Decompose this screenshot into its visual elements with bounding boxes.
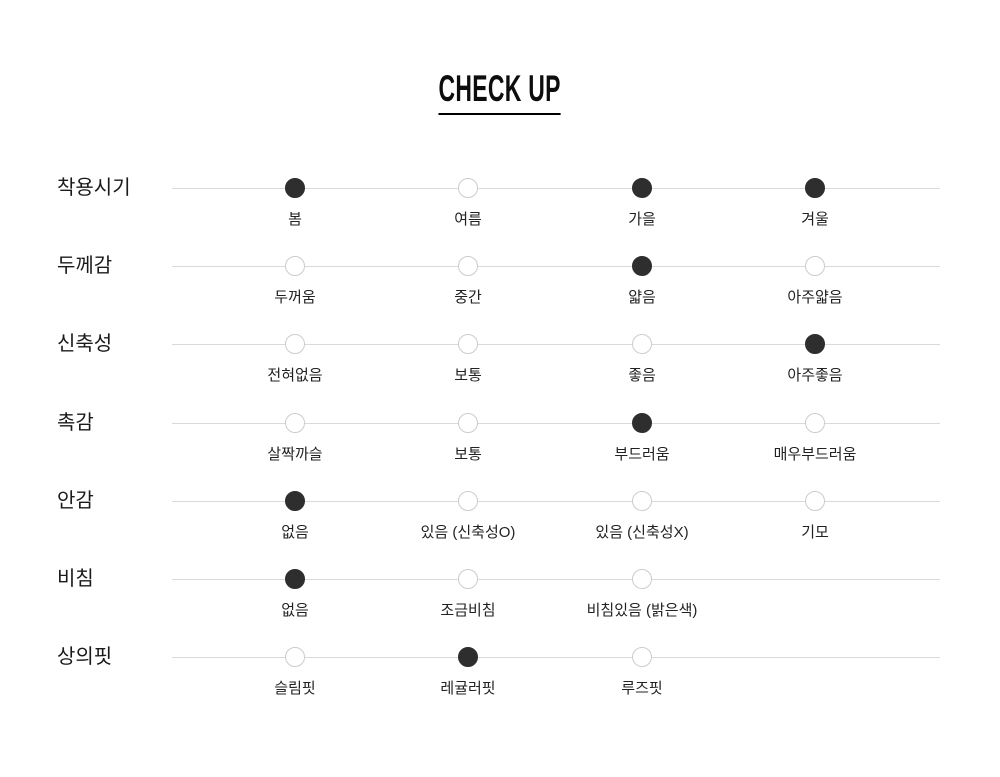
option-dot (805, 491, 825, 511)
option-label: 겨울 (801, 211, 829, 228)
row-sheerness: 비침 없음 조금비침 비침있음 (밝은색) (0, 565, 1000, 637)
option-dot (632, 569, 652, 589)
option-dot (632, 256, 652, 276)
row-line (172, 501, 940, 502)
option-label: 기모 (801, 524, 829, 541)
row-label: 두께감 (57, 255, 113, 277)
option-dot (285, 256, 305, 276)
option-label: 중간 (454, 289, 482, 306)
option-label: 얇음 (628, 289, 656, 306)
option-label: 아주얇음 (787, 289, 843, 306)
option-label: 보통 (454, 367, 482, 384)
option-dot (805, 413, 825, 433)
option-label: 전혀없음 (267, 367, 323, 384)
option-dot (632, 491, 652, 511)
option-dot (805, 178, 825, 198)
option-dot (632, 647, 652, 667)
row-label: 상의핏 (57, 646, 113, 668)
option-dot (458, 178, 478, 198)
option-label: 없음 (281, 602, 309, 619)
row-thickness: 두께감 두꺼움 중간 얇음 아주얇음 (0, 252, 1000, 324)
option-label: 봄 (288, 211, 302, 228)
option-label: 레귤러핏 (440, 680, 496, 697)
option-label: 보통 (454, 446, 482, 463)
row-label: 신축성 (57, 333, 113, 355)
row-label: 비침 (57, 568, 94, 590)
option-label: 슬림핏 (274, 680, 316, 697)
option-label: 아주좋음 (787, 367, 843, 384)
row-line (172, 423, 940, 424)
option-label: 좋음 (628, 367, 656, 384)
option-label: 있음 (신축성O) (420, 524, 516, 541)
option-label: 매우부드러움 (773, 446, 857, 463)
row-lining: 안감 없음 있음 (신축성O) 있음 (신축성X) 기모 (0, 487, 1000, 559)
title-wrap: CHECK UP (0, 70, 1000, 115)
option-dot (458, 334, 478, 354)
option-dot (458, 647, 478, 667)
option-dot (632, 413, 652, 433)
option-label: 부드러움 (614, 446, 670, 463)
option-dot (285, 334, 305, 354)
option-label: 가을 (628, 211, 656, 228)
row-label: 촉감 (57, 412, 94, 434)
page-title: CHECK UP (438, 70, 562, 115)
row-line (172, 657, 940, 658)
row-label: 안감 (57, 490, 94, 512)
option-label: 살짝까슬 (267, 446, 323, 463)
row-line (172, 188, 940, 189)
option-dot (285, 178, 305, 198)
option-dot (805, 334, 825, 354)
row-elasticity: 신축성 전혀없음 보통 좋음 아주좋음 (0, 330, 1000, 402)
row-line (172, 266, 940, 267)
option-label: 루즈핏 (621, 680, 663, 697)
option-label: 여름 (454, 211, 482, 228)
option-dot (458, 569, 478, 589)
row-line (172, 344, 940, 345)
option-dot (285, 569, 305, 589)
option-dot (458, 413, 478, 433)
option-dot (458, 491, 478, 511)
option-label: 비침있음 (밝은색) (586, 602, 698, 619)
option-label: 두꺼움 (274, 289, 316, 306)
option-label: 없음 (281, 524, 309, 541)
option-label: 있음 (신축성X) (595, 524, 689, 541)
row-texture: 촉감 살짝까슬 보통 부드러움 매우부드러움 (0, 409, 1000, 481)
option-dot (458, 256, 478, 276)
option-label: 조금비침 (440, 602, 496, 619)
row-top-fit: 상의핏 슬림핏 레귤러핏 루즈핏 (0, 643, 1000, 715)
option-dot (285, 491, 305, 511)
option-dot (632, 178, 652, 198)
option-dot (632, 334, 652, 354)
row-line (172, 579, 940, 580)
option-dot (285, 647, 305, 667)
row-wearing-season: 착용시기 봄 여름 가을 겨울 (0, 174, 1000, 246)
row-label: 착용시기 (57, 177, 131, 199)
option-dot (805, 256, 825, 276)
option-dot (285, 413, 305, 433)
